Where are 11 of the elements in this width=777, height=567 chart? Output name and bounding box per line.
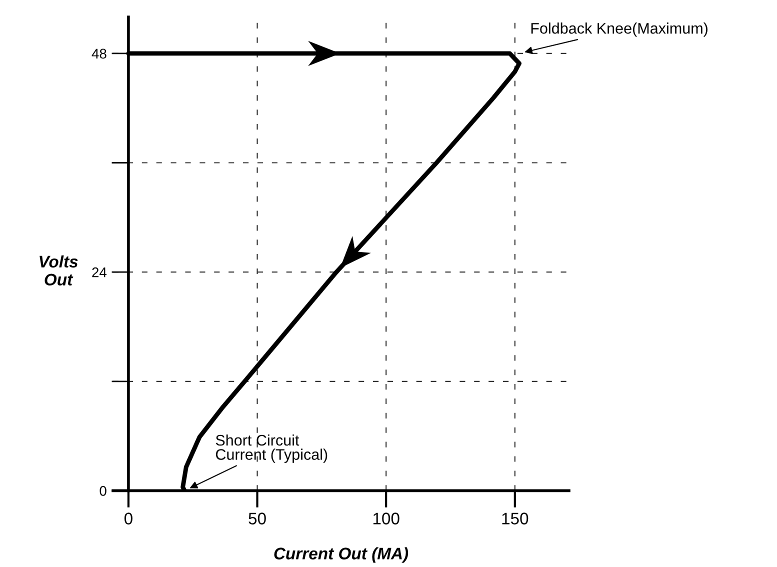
- x-tick-label: 150: [502, 512, 528, 524]
- y-tick-label: 24: [92, 267, 107, 278]
- annotation: Foldback Knee(Maximum): [531, 22, 708, 37]
- y-tick-label: 48: [92, 48, 106, 59]
- y-axis-title: Volts Out: [40, 255, 78, 286]
- x-axis-title: Current Out (MA): [274, 547, 408, 563]
- y-tick-label: 0: [100, 486, 106, 496]
- x-tick-label: 100: [373, 512, 400, 524]
- x-tick-label: 0: [124, 512, 132, 524]
- x-tick-label: 50: [248, 512, 266, 524]
- annotation: Short Circuit Current (Typical): [216, 434, 328, 463]
